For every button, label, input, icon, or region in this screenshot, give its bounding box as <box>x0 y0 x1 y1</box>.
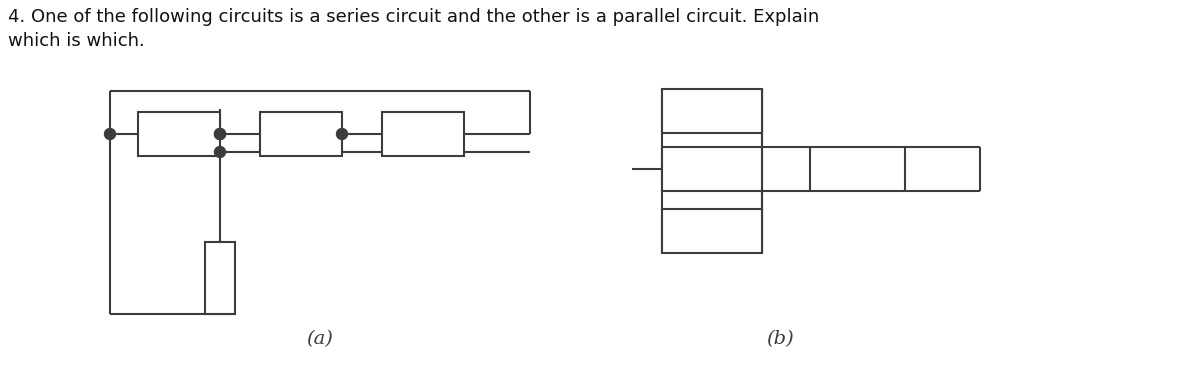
Bar <box>138 112 220 156</box>
Circle shape <box>215 129 226 139</box>
Text: 4. One of the following circuits is a series circuit and the other is a parallel: 4. One of the following circuits is a se… <box>8 8 820 49</box>
Bar <box>260 112 342 156</box>
Text: (b): (b) <box>766 330 794 348</box>
Circle shape <box>104 129 115 139</box>
Bar <box>662 209 762 253</box>
Bar <box>662 89 762 133</box>
Bar <box>810 147 905 191</box>
Bar <box>662 147 762 191</box>
Bar <box>382 112 464 156</box>
Circle shape <box>215 147 226 157</box>
Circle shape <box>336 129 348 139</box>
Bar <box>205 242 235 314</box>
Circle shape <box>215 129 226 139</box>
Text: (a): (a) <box>306 330 334 348</box>
